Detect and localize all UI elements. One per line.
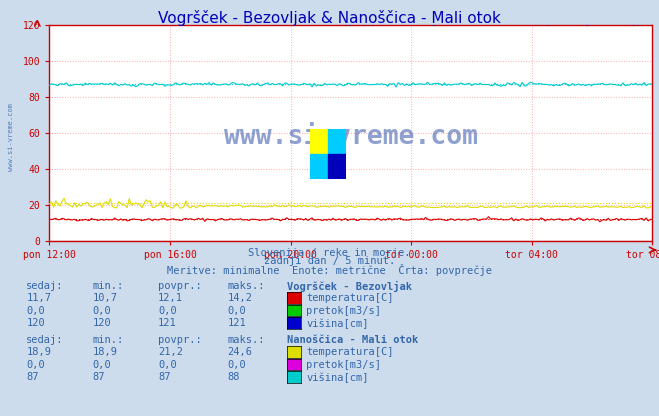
Text: 121: 121 [227,318,246,328]
Text: povpr.:: povpr.: [158,335,202,345]
Text: 88: 88 [227,372,240,382]
Text: temperatura[C]: temperatura[C] [306,293,394,303]
Text: www.si-vreme.com: www.si-vreme.com [224,124,478,151]
Text: 11,7: 11,7 [26,293,51,303]
Bar [328,154,346,179]
Text: 0,0: 0,0 [158,306,177,316]
Text: min.:: min.: [92,335,123,345]
Text: 18,9: 18,9 [92,347,117,357]
Text: sedaj:: sedaj: [26,335,64,345]
Text: temperatura[C]: temperatura[C] [306,347,394,357]
Text: pretok[m3/s]: pretok[m3/s] [306,360,382,370]
Text: Vogršček - Bezovljak & Nanoščica - Mali otok: Vogršček - Bezovljak & Nanoščica - Mali … [158,10,501,26]
Text: 10,7: 10,7 [92,293,117,303]
Bar [310,129,328,154]
Text: www.si-vreme.com: www.si-vreme.com [8,103,14,171]
Bar [310,154,328,179]
Text: Vogršček - Bezovljak: Vogršček - Bezovljak [287,281,412,292]
Text: maks.:: maks.: [227,281,265,291]
Text: pretok[m3/s]: pretok[m3/s] [306,306,382,316]
Text: 0,0: 0,0 [92,306,111,316]
Text: min.:: min.: [92,281,123,291]
Text: 87: 87 [158,372,171,382]
Text: maks.:: maks.: [227,335,265,345]
Text: zadnji dan / 5 minut.: zadnji dan / 5 minut. [264,256,395,266]
Text: Nanoščica - Mali otok: Nanoščica - Mali otok [287,335,418,345]
Text: 87: 87 [92,372,105,382]
Text: 21,2: 21,2 [158,347,183,357]
Text: 0,0: 0,0 [92,360,111,370]
Text: 18,9: 18,9 [26,347,51,357]
Text: 12,1: 12,1 [158,293,183,303]
Text: povpr.:: povpr.: [158,281,202,291]
Text: Meritve: minimalne  Enote: metrične  Črta: povprečje: Meritve: minimalne Enote: metrične Črta:… [167,264,492,276]
Text: 87: 87 [26,372,39,382]
Text: 0,0: 0,0 [26,306,45,316]
Text: 0,0: 0,0 [26,360,45,370]
Text: Slovenija / reke in morje.: Slovenija / reke in morje. [248,248,411,258]
Text: 0,0: 0,0 [227,306,246,316]
Text: 121: 121 [158,318,177,328]
Text: 120: 120 [92,318,111,328]
Text: 120: 120 [26,318,45,328]
Text: 0,0: 0,0 [227,360,246,370]
Text: 24,6: 24,6 [227,347,252,357]
Text: 14,2: 14,2 [227,293,252,303]
Text: 0,0: 0,0 [158,360,177,370]
Text: sedaj:: sedaj: [26,281,64,291]
Bar [328,129,346,154]
Text: višina[cm]: višina[cm] [306,318,369,329]
Text: višina[cm]: višina[cm] [306,372,369,383]
